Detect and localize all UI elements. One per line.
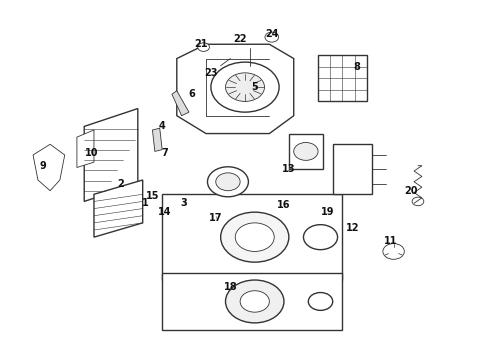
Text: 9: 9 bbox=[39, 161, 46, 171]
Polygon shape bbox=[162, 194, 343, 280]
Polygon shape bbox=[177, 44, 294, 134]
Text: 22: 22 bbox=[233, 34, 247, 44]
Text: 7: 7 bbox=[161, 148, 168, 158]
Circle shape bbox=[207, 167, 248, 197]
Text: 1: 1 bbox=[142, 198, 148, 208]
Polygon shape bbox=[84, 109, 138, 202]
Text: 23: 23 bbox=[204, 68, 218, 78]
Circle shape bbox=[225, 280, 284, 323]
Circle shape bbox=[225, 73, 265, 102]
Text: 8: 8 bbox=[354, 63, 361, 72]
Polygon shape bbox=[333, 144, 372, 194]
Text: 21: 21 bbox=[195, 39, 208, 49]
Circle shape bbox=[216, 173, 240, 191]
Text: 5: 5 bbox=[251, 82, 258, 92]
Text: 6: 6 bbox=[188, 89, 195, 99]
Circle shape bbox=[211, 62, 279, 112]
Circle shape bbox=[198, 43, 209, 51]
Polygon shape bbox=[289, 134, 323, 169]
Polygon shape bbox=[162, 273, 343, 330]
Polygon shape bbox=[94, 180, 143, 237]
Text: 18: 18 bbox=[223, 282, 237, 292]
Text: 14: 14 bbox=[158, 207, 172, 217]
Circle shape bbox=[303, 225, 338, 249]
Circle shape bbox=[220, 212, 289, 262]
Circle shape bbox=[240, 291, 270, 312]
Text: 11: 11 bbox=[385, 236, 398, 246]
Circle shape bbox=[412, 197, 424, 206]
Text: 17: 17 bbox=[209, 212, 222, 222]
Text: 20: 20 bbox=[404, 186, 417, 196]
Text: 12: 12 bbox=[345, 223, 359, 233]
Text: 2: 2 bbox=[118, 179, 124, 189]
Circle shape bbox=[294, 143, 318, 160]
Text: 10: 10 bbox=[85, 148, 98, 158]
Circle shape bbox=[308, 293, 333, 310]
Circle shape bbox=[383, 244, 404, 259]
Polygon shape bbox=[33, 144, 65, 191]
Text: 13: 13 bbox=[282, 164, 295, 174]
Text: 16: 16 bbox=[277, 200, 291, 210]
Text: 24: 24 bbox=[265, 28, 278, 39]
Polygon shape bbox=[152, 128, 162, 152]
Text: 19: 19 bbox=[321, 207, 335, 217]
Circle shape bbox=[265, 32, 279, 42]
Text: 3: 3 bbox=[181, 198, 188, 208]
Polygon shape bbox=[172, 91, 189, 116]
Text: 15: 15 bbox=[146, 191, 159, 201]
Circle shape bbox=[235, 223, 274, 251]
Text: 4: 4 bbox=[159, 121, 166, 131]
Polygon shape bbox=[77, 130, 94, 167]
